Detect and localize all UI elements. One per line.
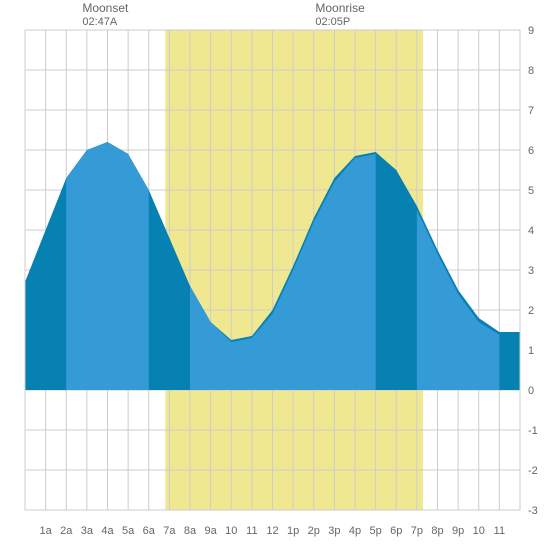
chart-svg: -3-2-101234567891a2a3a4a5a6a7a8a9a101112… [0,0,550,550]
x-tick-label: 8a [184,525,197,537]
moonset-label: Moonset [82,1,129,15]
x-tick-label: 9a [205,525,218,537]
x-tick-label: 7a [163,525,176,537]
x-tick-label: 8p [431,525,443,537]
x-tick-label: 4p [349,525,361,537]
y-tick-label: 9 [528,25,534,37]
x-tick-label: 1a [40,525,53,537]
y-tick-label: 4 [528,225,534,237]
moonset-time: 02:47A [82,16,118,28]
x-tick-label: 7p [411,525,423,537]
y-tick-label: -3 [528,505,538,517]
tide-chart: -3-2-101234567891a2a3a4a5a6a7a8a9a101112… [0,0,550,550]
y-tick-label: 8 [528,65,534,77]
x-tick-label: 11 [494,525,505,537]
tide-series-front-0 [66,142,149,390]
x-tick-label: 11 [246,525,257,537]
x-tick-label: 9p [452,525,464,537]
x-tick-label: 12 [266,525,278,537]
x-tick-label: 5a [122,525,135,537]
x-tick-label: 3p [328,525,340,537]
y-tick-label: -2 [528,465,538,477]
moonrise-label: Moonrise [315,1,365,15]
y-tick-label: 7 [528,105,534,117]
x-tick-label: 2a [60,525,73,537]
x-tick-label: 10 [225,525,237,537]
y-tick-label: -1 [528,425,538,437]
y-tick-label: 6 [528,145,534,157]
moonrise-time: 02:05P [315,16,350,28]
y-tick-label: 1 [528,345,534,357]
x-tick-label: 2p [308,525,320,537]
x-tick-label: 1p [287,525,299,537]
y-tick-label: 0 [528,385,534,397]
y-tick-label: 3 [528,265,534,277]
x-tick-label: 6a [143,525,156,537]
x-tick-label: 3a [81,525,94,537]
x-tick-label: 6p [390,525,402,537]
x-tick-label: 10 [473,525,485,537]
y-tick-label: 5 [528,185,534,197]
y-tick-label: 2 [528,305,534,317]
x-tick-label: 4a [101,525,114,537]
x-tick-label: 5p [370,525,382,537]
